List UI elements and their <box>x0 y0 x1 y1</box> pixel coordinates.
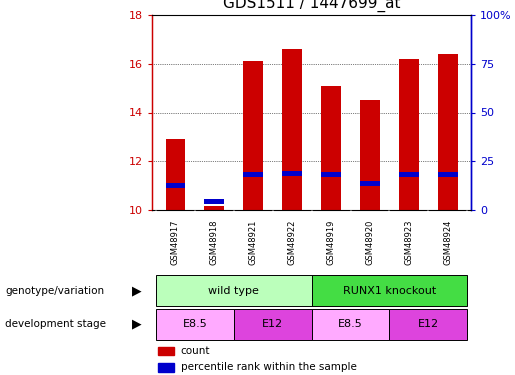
Text: GSM48922: GSM48922 <box>287 220 297 265</box>
Text: GSM48918: GSM48918 <box>210 220 219 265</box>
Bar <box>244 61 263 210</box>
Text: GSM48920: GSM48920 <box>366 220 374 265</box>
Text: E12: E12 <box>262 320 283 329</box>
Text: count: count <box>181 346 210 356</box>
Title: GDS1511 / 1447699_at: GDS1511 / 1447699_at <box>223 0 400 12</box>
Text: GSM48919: GSM48919 <box>327 220 336 265</box>
Text: GSM48924: GSM48924 <box>443 220 452 265</box>
Bar <box>165 183 185 188</box>
Text: ▶: ▶ <box>132 284 142 297</box>
Text: E8.5: E8.5 <box>182 320 207 329</box>
Text: E8.5: E8.5 <box>338 320 363 329</box>
Bar <box>321 172 341 177</box>
Bar <box>312 275 467 306</box>
Bar <box>165 140 185 210</box>
Text: E12: E12 <box>418 320 439 329</box>
Text: RUNX1 knockout: RUNX1 knockout <box>343 286 436 296</box>
Text: development stage: development stage <box>5 320 106 329</box>
Bar <box>156 309 234 340</box>
Bar <box>438 172 458 177</box>
Bar <box>389 309 467 340</box>
Bar <box>282 49 302 210</box>
Bar <box>204 199 224 204</box>
Bar <box>321 86 341 210</box>
Bar <box>360 180 380 186</box>
Text: GSM48923: GSM48923 <box>404 220 414 265</box>
Bar <box>360 100 380 210</box>
Bar <box>158 347 174 355</box>
Text: GSM48917: GSM48917 <box>171 220 180 265</box>
Bar <box>244 172 263 177</box>
Bar <box>399 59 419 210</box>
Text: percentile rank within the sample: percentile rank within the sample <box>181 362 356 372</box>
Bar <box>312 309 389 340</box>
Bar <box>399 172 419 177</box>
Text: GSM48921: GSM48921 <box>249 220 258 265</box>
Text: wild type: wild type <box>208 286 259 296</box>
Bar <box>234 309 312 340</box>
Text: ▶: ▶ <box>132 318 142 331</box>
Bar <box>204 206 224 210</box>
Bar <box>438 54 458 210</box>
Bar <box>156 275 312 306</box>
Bar <box>158 363 174 372</box>
Bar <box>282 171 302 176</box>
Text: genotype/variation: genotype/variation <box>5 286 104 296</box>
